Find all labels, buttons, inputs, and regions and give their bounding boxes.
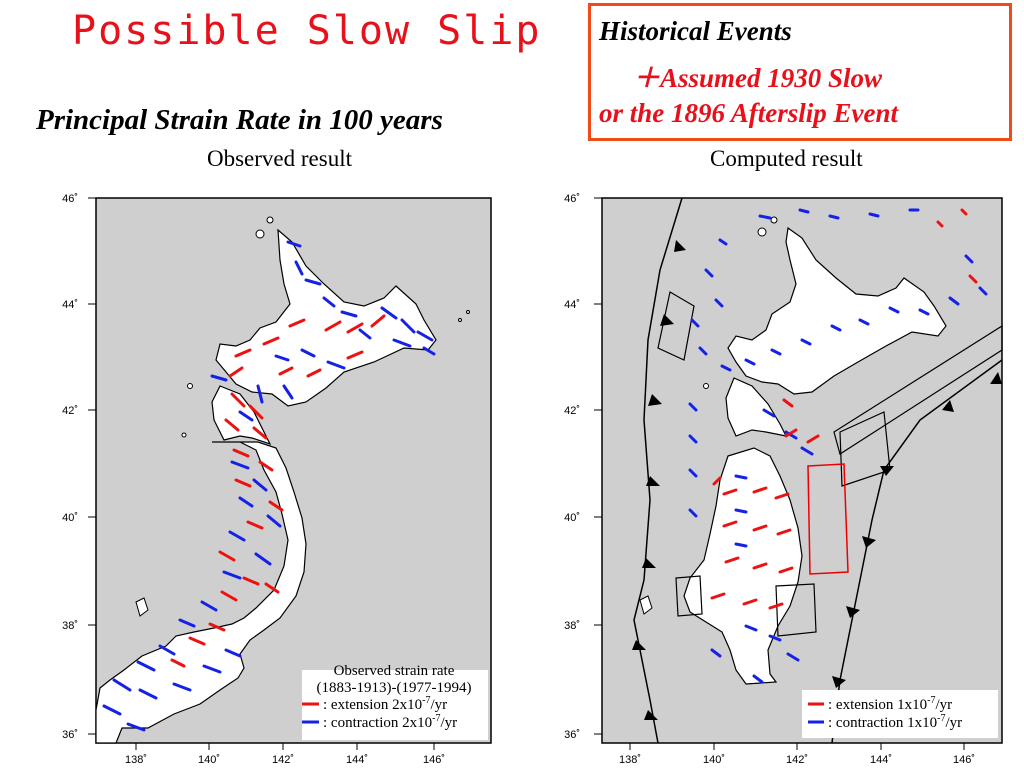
observed-lon-axis: 138˚ 140˚ 142˚ 144˚ 146˚ [125, 754, 445, 766]
observed-extension-label: : extension 2x10-7/yr [323, 695, 447, 713]
observed-lat-tick: 44˚ [62, 299, 78, 311]
computed-lat-tick: 40˚ [564, 512, 580, 524]
computed-lon-tick: 138˚ [619, 754, 641, 766]
computed-extension-label: : extension 1x10-7/yr [828, 695, 952, 713]
computed-lat-tick: 46˚ [564, 193, 580, 205]
observed-legend-period: (1883-1913)-(1977-1994) [317, 680, 472, 696]
observed-panel-title: Observed result [207, 146, 352, 171]
computed-lon-tick: 140˚ [703, 754, 725, 766]
computed-legend: : extension 1x10-7/yr : contraction 1x10… [802, 690, 998, 738]
historical-events-box: Historical Events ＋Assumed 1930 Slow or … [588, 3, 1012, 141]
observed-contraction-label: : contraction 2x10-7/yr [323, 713, 457, 731]
historical-events-line3: or the 1896 Afterslip Event [599, 98, 899, 128]
observed-lat-tick: 46˚ [62, 193, 78, 205]
observed-lon-tick: 142˚ [272, 754, 294, 766]
computed-strain-markers [688, 208, 988, 684]
observed-lat-axis: 46˚ 44˚ 42˚ 40˚ 38˚ 36˚ [62, 193, 78, 741]
observed-lon-tick: 146˚ [423, 754, 445, 766]
computed-contraction-label: : contraction 1x10-7/yr [828, 713, 962, 731]
observed-legend-box [302, 670, 488, 740]
computed-lon-tick: 142˚ [786, 754, 808, 766]
observed-lon-tick: 144˚ [346, 754, 368, 766]
observed-lat-tick: 40˚ [62, 512, 78, 524]
computed-lon-tick: 146˚ [953, 754, 975, 766]
computed-lon-axis: 138˚ 140˚ 142˚ 144˚ 146˚ [619, 754, 975, 766]
computed-legend-box [802, 690, 998, 738]
observed-strain-map: Observed strain rate (1883-1913)-(1977-1… [62, 193, 492, 766]
slide-title: Possible Slow Slip [72, 8, 542, 54]
computed-lat-tick: 42˚ [564, 405, 580, 417]
observed-legend: Observed strain rate (1883-1913)-(1977-1… [302, 663, 488, 740]
observed-lon-tick: 138˚ [125, 754, 147, 766]
computed-lat-axis: 46˚ 44˚ 42˚ 40˚ 38˚ 36˚ [564, 193, 580, 741]
historical-events-line2: ＋Assumed 1930 Slow [633, 63, 883, 93]
observed-lon-tick: 140˚ [198, 754, 220, 766]
observed-lat-tick: 38˚ [62, 620, 78, 632]
computed-panel-title: Computed result [710, 146, 863, 171]
computed-strain-map: : extension 1x10-7/yr : contraction 1x10… [564, 193, 1003, 766]
observed-lat-tick: 36˚ [62, 729, 78, 741]
computed-lat-tick: 38˚ [564, 620, 580, 632]
observed-islands [135, 216, 470, 617]
historical-events-heading: Historical Events [599, 16, 792, 46]
computed-islands [639, 216, 778, 615]
computed-lon-tick: 144˚ [870, 754, 892, 766]
computed-trench-teeth [632, 240, 1002, 720]
observed-lat-tick: 42˚ [62, 405, 78, 417]
computed-lat-tick: 44˚ [564, 299, 580, 311]
observed-legend-title: Observed strain rate [334, 663, 455, 679]
slide-subtitle: Principal Strain Rate in 100 years [36, 104, 443, 136]
observed-strain-markers [102, 240, 436, 732]
computed-landmass [683, 226, 947, 685]
computed-lat-tick: 36˚ [564, 729, 580, 741]
